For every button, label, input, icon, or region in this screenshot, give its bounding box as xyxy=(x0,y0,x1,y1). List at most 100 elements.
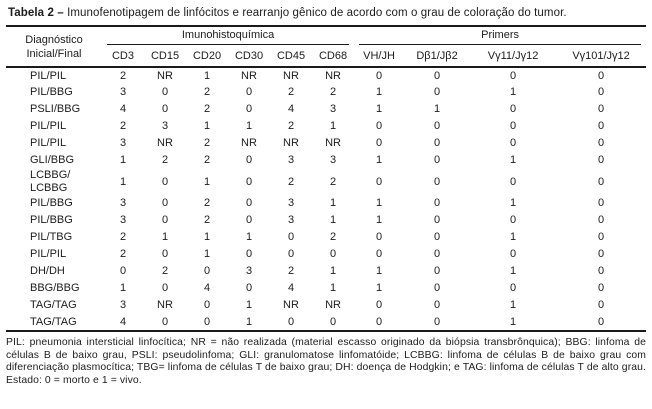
column-header-cd3: CD3 xyxy=(102,47,144,68)
diagnosis-header-line2: Inicial/Final xyxy=(26,47,82,60)
table-row: TAG/TAG 3 NR 0 1 NR NR 0 0 1 0 xyxy=(6,297,646,314)
value-cell: 0 xyxy=(245,103,253,115)
value-cell: NR xyxy=(283,299,299,311)
table-row: PIL/PIL 2 NR 1 NR NR NR 0 0 0 0 xyxy=(6,67,646,84)
table-body: PIL/PIL 2 NR 1 NR NR NR 0 0 0 0 PIL/BBG 3 0 2 0 2 2 1 0 1 0 PS… xyxy=(6,67,646,331)
value-cell: 0 xyxy=(245,86,253,98)
diagnosis-cell: GLI/BBG xyxy=(30,154,75,166)
value-cell: 4 xyxy=(287,282,295,294)
diagnosis-cell: TAG/TAG xyxy=(30,299,77,311)
value-cell: 1 xyxy=(329,282,337,294)
value-cell: 1 xyxy=(509,86,517,98)
value-cell: 3 xyxy=(287,197,295,209)
value-cell: 1 xyxy=(329,265,337,277)
value-cell: 2 xyxy=(119,248,127,260)
value-cell: 0 xyxy=(375,120,383,132)
column-header-vh-jh: VH/JH xyxy=(354,47,405,68)
value-cell: 1 xyxy=(119,154,127,166)
group-label-imunohistoquimica: Imunohistoquímica xyxy=(107,29,350,45)
value-cell: 0 xyxy=(509,120,517,132)
column-header-cd15: CD15 xyxy=(144,47,186,68)
diagnosis-cell: DH/DH xyxy=(30,265,65,277)
value-cell: 1 xyxy=(161,231,169,243)
value-cell: 0 xyxy=(375,231,383,243)
value-cell: 0 xyxy=(433,265,441,277)
column-header-vg101-jg12: Vγ101/Jγ12 xyxy=(556,47,647,68)
value-cell: 1 xyxy=(509,231,517,243)
value-cell: 0 xyxy=(245,282,253,294)
table-row: PIL/PIL 3 NR 2 NR NR NR 0 0 0 0 xyxy=(6,135,646,152)
value-cell: 2 xyxy=(161,154,169,166)
value-cell: 3 xyxy=(119,299,127,311)
value-cell: 1 xyxy=(509,315,517,328)
column-group-imunohistoquimica: Imunohistoquímica xyxy=(102,26,354,47)
value-cell: 3 xyxy=(329,103,337,115)
column-header-cd30: CD30 xyxy=(228,47,270,68)
value-cell: 0 xyxy=(203,265,211,277)
value-cell: 0 xyxy=(597,282,605,294)
value-cell: 1 xyxy=(375,154,383,166)
value-cell: 0 xyxy=(245,154,253,166)
table-row: PIL/BBG 3 0 2 0 2 2 1 0 1 0 xyxy=(6,84,646,101)
value-cell: 0 xyxy=(433,248,441,260)
value-cell: 0 xyxy=(375,299,383,311)
value-cell: NR xyxy=(157,299,173,311)
value-cell: 4 xyxy=(287,103,295,115)
value-cell: 1 xyxy=(245,120,253,132)
value-cell: 4 xyxy=(119,315,127,328)
value-cell: 0 xyxy=(509,69,517,82)
value-cell: 0 xyxy=(375,69,383,82)
value-cell: 0 xyxy=(597,137,605,149)
value-cell: 0 xyxy=(597,299,605,311)
diagnosis-cell: PIL/BBG xyxy=(30,197,73,209)
value-cell: 1 xyxy=(245,299,253,311)
value-cell: 2 xyxy=(203,154,211,166)
data-table: Diagnóstico Inicial/Final Imunohistoquím… xyxy=(6,25,647,332)
column-header-diagnosis: Diagnóstico Inicial/Final xyxy=(6,26,102,68)
value-cell: 2 xyxy=(203,137,211,149)
value-cell: 0 xyxy=(433,214,441,226)
value-cell: 0 xyxy=(375,175,383,188)
value-cell: 0 xyxy=(597,214,605,226)
value-cell: 1 xyxy=(203,231,211,243)
value-cell: 0 xyxy=(433,69,441,82)
diagnosis-cell: PSLI/BBG xyxy=(30,103,81,115)
value-cell: 0 xyxy=(597,175,605,188)
value-cell: 0 xyxy=(433,315,441,328)
value-cell: 3 xyxy=(245,265,253,277)
value-cell: 0 xyxy=(375,315,383,328)
table-row: DH/DH 0 2 0 3 2 1 1 0 1 0 xyxy=(6,263,646,280)
table-title: Tabela 2 – Imunofenotipagem de linfócito… xyxy=(8,6,646,21)
value-cell: 0 xyxy=(509,103,517,115)
value-cell: 0 xyxy=(597,248,605,260)
value-cell: 0 xyxy=(375,248,383,260)
value-cell: 0 xyxy=(597,315,605,328)
value-cell: 1 xyxy=(433,103,441,115)
diagnosis-header-line1: Diagnóstico xyxy=(25,33,83,46)
diagnosis-cell: PIL/BBG xyxy=(30,86,73,98)
value-cell: 1 xyxy=(375,282,383,294)
value-cell: 0 xyxy=(161,175,169,188)
value-cell: NR xyxy=(283,137,299,149)
table-figure: Tabela 2 – Imunofenotipagem de linfócito… xyxy=(6,6,647,386)
value-cell: 0 xyxy=(433,282,441,294)
value-cell: 0 xyxy=(245,214,253,226)
value-cell: 0 xyxy=(597,120,605,132)
value-cell: 4 xyxy=(119,103,127,115)
value-cell: 1 xyxy=(509,299,517,311)
value-cell: 1 xyxy=(509,197,517,209)
value-cell: 0 xyxy=(245,197,253,209)
value-cell: 2 xyxy=(203,214,211,226)
diagnosis-cell: PIL/TBG xyxy=(30,231,73,243)
value-cell: 0 xyxy=(433,175,441,188)
value-cell: 0 xyxy=(597,265,605,277)
value-cell: 1 xyxy=(119,282,127,294)
table-row: BBG/BBG 1 0 4 0 4 1 1 0 0 0 xyxy=(6,280,646,297)
value-cell: NR xyxy=(241,137,257,149)
value-cell: 0 xyxy=(161,315,169,328)
table-row: PIL/BBG 3 0 2 0 3 1 1 0 0 0 xyxy=(6,212,646,229)
value-cell: 0 xyxy=(433,299,441,311)
value-cell: 0 xyxy=(509,248,517,260)
value-cell: 0 xyxy=(245,248,253,260)
value-cell: 1 xyxy=(375,103,383,115)
